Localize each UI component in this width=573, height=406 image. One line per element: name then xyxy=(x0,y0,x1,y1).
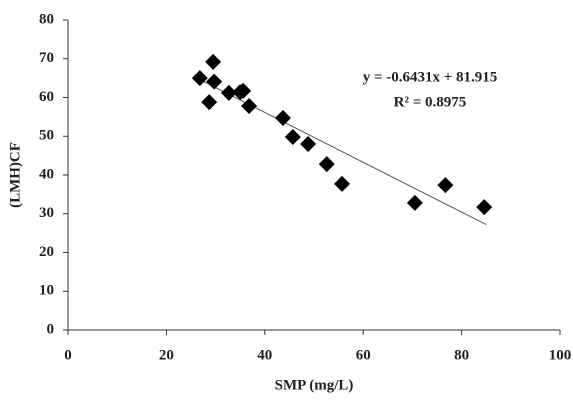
point xyxy=(300,136,317,152)
x-axis-label: SMP (mg/L) xyxy=(275,377,354,393)
point xyxy=(220,84,237,101)
point xyxy=(201,94,218,111)
y-tick-label: 50 xyxy=(39,128,54,144)
x-tick-label: 0 xyxy=(64,347,72,363)
point xyxy=(235,82,252,99)
y-axis-label: (LMH)CF xyxy=(7,142,23,208)
x-tick-label: 40 xyxy=(257,347,272,363)
point xyxy=(275,110,292,127)
x-tick-label: 60 xyxy=(356,347,371,363)
y-tick-label: 70 xyxy=(39,50,54,66)
y-tick-label: 80 xyxy=(39,11,54,27)
x-tick-label: 80 xyxy=(454,347,469,363)
point xyxy=(191,70,208,87)
point xyxy=(284,129,301,146)
y-tick-label: 60 xyxy=(39,89,54,105)
equation: y = -0.6431x + 81.915 xyxy=(363,69,498,85)
point xyxy=(318,156,335,173)
point xyxy=(205,53,222,70)
r-squared: R² = 0.8975 xyxy=(394,94,467,110)
point xyxy=(476,199,493,216)
y-tick-label: 0 xyxy=(47,321,55,337)
point xyxy=(334,175,351,192)
x-tick-label: 20 xyxy=(159,347,174,363)
point xyxy=(406,194,423,211)
point xyxy=(437,177,454,194)
y-tick-label: 20 xyxy=(39,244,54,260)
y-tick-label: 40 xyxy=(39,166,54,182)
x-tick-label: 100 xyxy=(549,347,572,363)
y-tick-label: 10 xyxy=(39,283,54,299)
point xyxy=(241,98,258,115)
point xyxy=(206,73,223,90)
y-tick-label: 30 xyxy=(39,205,54,221)
